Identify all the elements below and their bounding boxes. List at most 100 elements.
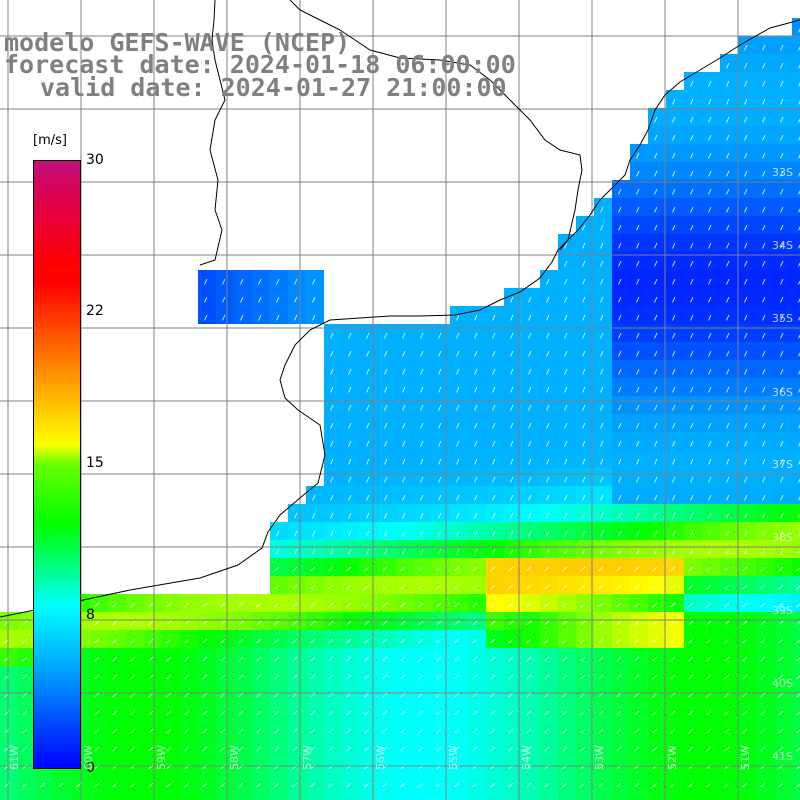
wind-arrow [130, 692, 136, 698]
wind-arrow [580, 674, 586, 680]
wind-arrow [598, 674, 604, 680]
wind-arrow [238, 674, 244, 680]
wind-arrow [508, 656, 514, 662]
wind-arrow [582, 386, 586, 393]
wind-arrow [492, 386, 496, 393]
wind-arrow [330, 386, 334, 393]
wind-arrow [562, 566, 568, 572]
wind-arrow [636, 260, 640, 267]
wind-arrow [654, 548, 658, 555]
wind-arrow [328, 638, 334, 644]
lat-label: 38S [772, 531, 793, 544]
wind-arrow [762, 278, 766, 285]
wind-cell [792, 756, 800, 774]
wind-arrow [724, 692, 730, 698]
wind-arrow [760, 692, 766, 698]
wind-arrow [636, 458, 640, 465]
wind-arrow [274, 782, 280, 788]
wind-arrow [652, 620, 658, 626]
wind-arrow [600, 314, 604, 321]
wind-arrow [544, 602, 550, 608]
wind-arrow [744, 80, 748, 87]
wind-arrow [672, 494, 676, 501]
wind-arrow [112, 710, 118, 716]
wind-arrow [724, 638, 730, 644]
wind-arrow [636, 188, 640, 195]
wind-arrow [796, 693, 800, 698]
wind-arrow [312, 296, 316, 303]
wind-arrow [562, 710, 568, 716]
wind-arrow [762, 422, 766, 429]
wind-arrow [58, 782, 64, 788]
wind-arrow [762, 296, 766, 303]
wind-arrow [382, 638, 388, 644]
wind-cell [468, 792, 486, 800]
wind-arrow [562, 746, 568, 752]
wind-arrow [492, 368, 496, 375]
wind-arrow [634, 728, 640, 734]
wind-arrow [582, 332, 586, 339]
wind-arrow [582, 224, 586, 231]
wind-arrow [744, 62, 748, 69]
wind-arrow [600, 404, 604, 411]
wind-arrow [672, 512, 676, 519]
wind-arrow [474, 458, 478, 465]
wind-arrow [474, 386, 478, 393]
wind-arrow [94, 782, 100, 788]
wind-arrow [456, 386, 460, 393]
wind-arrow [490, 566, 496, 572]
wind-arrow [762, 332, 766, 339]
wind-arrow [636, 530, 640, 537]
wind-arrow [744, 296, 748, 303]
wind-arrow [618, 404, 622, 411]
wind-arrow [330, 476, 334, 483]
wind-arrow [292, 782, 298, 788]
wind-arrow [762, 368, 766, 375]
wind-arrow [490, 602, 496, 608]
wind-arrow [690, 476, 694, 483]
wind-arrow [438, 332, 442, 339]
wind-arrow [744, 152, 748, 159]
wind-cell [792, 630, 800, 648]
wind-arrow [744, 530, 748, 537]
wind-arrow [330, 350, 334, 357]
wind-arrow [348, 512, 352, 519]
wind-arrow [726, 80, 730, 87]
wind-arrow [148, 710, 154, 716]
wind-arrow [582, 260, 586, 267]
wind-arrow [528, 458, 532, 465]
wind-arrow [546, 440, 550, 447]
wind-arrow [220, 656, 226, 662]
wind-arrow [256, 782, 262, 788]
wind-arrow [726, 116, 730, 123]
wind-arrow [220, 782, 226, 788]
wind-cell [792, 36, 800, 54]
wind-cell [198, 792, 216, 800]
wind-arrow [600, 242, 604, 249]
wind-arrow [744, 206, 748, 213]
wind-arrow [688, 782, 694, 788]
wind-cell [270, 792, 288, 800]
wind-arrow [778, 656, 784, 662]
wind-arrow [760, 746, 766, 752]
wind-arrow [364, 692, 370, 698]
wind-arrow [726, 134, 730, 141]
wind-arrow [744, 476, 748, 483]
wind-arrow [276, 530, 280, 537]
wind-arrow [364, 602, 370, 608]
wind-arrow [796, 765, 800, 770]
wind-arrow [726, 242, 730, 249]
wind-arrow [600, 422, 604, 429]
wind-arrow [634, 620, 640, 626]
wind-arrow [634, 746, 640, 752]
wind-arrow [780, 386, 784, 393]
wind-cell [792, 486, 800, 504]
wind-arrow [796, 747, 800, 752]
wind-arrow [312, 494, 316, 501]
wind-arrow [112, 746, 118, 752]
wind-arrow [22, 692, 28, 698]
wind-arrow [418, 656, 424, 662]
wind-arrow [744, 314, 748, 321]
wind-arrow [348, 440, 352, 447]
wind-arrow [492, 512, 496, 519]
